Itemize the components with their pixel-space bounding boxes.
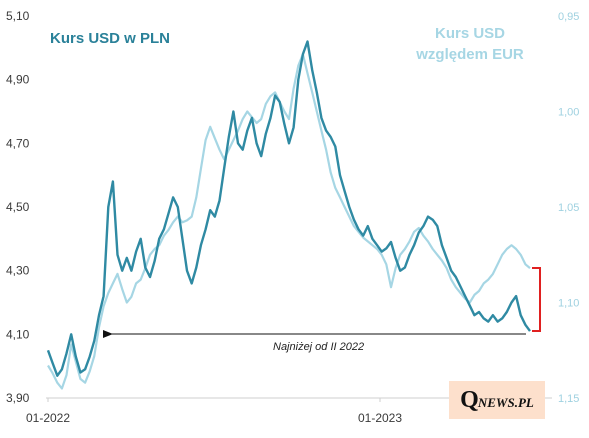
logo-q: Q: [460, 386, 479, 413]
low-range-bracket: [532, 267, 541, 332]
logo-rest: NEWS.PL: [477, 395, 534, 410]
y-left-tick-label: 4,50: [6, 200, 30, 214]
y-left-tick-label: 4,10: [6, 327, 30, 341]
title-right-line2: względem EUR: [415, 46, 524, 63]
series-line-usd-eur: [47, 53, 531, 390]
y-right-tick-label: 1,00: [558, 107, 579, 119]
y-right-tick-label: 1,10: [558, 298, 579, 310]
annotation-text: Najniżej od II 2022: [273, 341, 364, 353]
title-right-line1: Kurs USD: [435, 25, 505, 42]
qnews-logo: Q NEWS.PL: [449, 381, 545, 419]
x-tick-label: 01-2023: [358, 411, 402, 425]
y-left-tick-label: 5,10: [6, 9, 30, 23]
y-left-tick-label: 4,30: [6, 264, 30, 278]
y-right-tick-label: 0,95: [558, 11, 579, 23]
y-left-tick-label: 3,90: [6, 391, 30, 405]
y-right-tick-label: 1,05: [558, 202, 579, 214]
x-tick-label: 01-2022: [26, 411, 70, 425]
series-line-usd-pln: [46, 40, 531, 377]
title-left: Kurs USD w PLN: [50, 30, 170, 47]
y-left-tick-label: 4,90: [6, 73, 30, 87]
y-right-tick-label: 1,15: [558, 393, 579, 405]
y-left-tick-label: 4,70: [6, 136, 30, 150]
